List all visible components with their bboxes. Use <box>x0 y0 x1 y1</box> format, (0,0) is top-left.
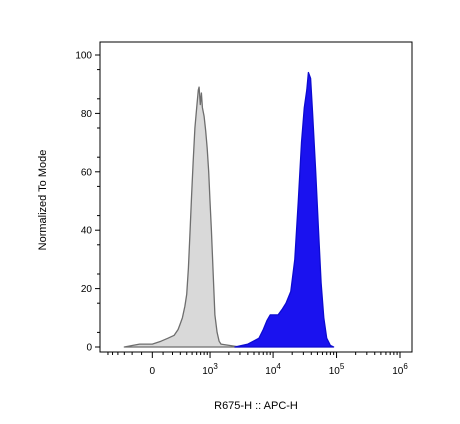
y-axis: 0 20 40 60 80 100 <box>75 51 100 354</box>
x-tick-label-100000: 105 <box>329 362 345 377</box>
y-tick-label-60: 60 <box>81 167 93 178</box>
x-axis-title: R675-H :: APC-H <box>214 400 298 412</box>
y-tick-label-40: 40 <box>81 226 93 237</box>
y-tick-label-80: 80 <box>81 109 93 120</box>
x-tick-label-1000: 103 <box>202 362 218 377</box>
histogram-series-2 <box>234 71 335 348</box>
y-tick-label-20: 20 <box>81 284 93 295</box>
histogram-series-1 <box>123 86 241 348</box>
x-tick-label-0: 0 <box>150 366 156 377</box>
y-tick-label-100: 100 <box>75 51 92 62</box>
x-tick-label-1000000: 106 <box>392 362 408 377</box>
x-tick-label-10000: 104 <box>265 362 281 377</box>
y-axis-title: Normalized To Mode <box>37 150 49 251</box>
y-tick-label-0: 0 <box>86 343 92 354</box>
x-axis: 0 103 104 105 106 <box>107 352 408 377</box>
series-layer <box>123 71 335 348</box>
plot-frame <box>99 41 413 353</box>
